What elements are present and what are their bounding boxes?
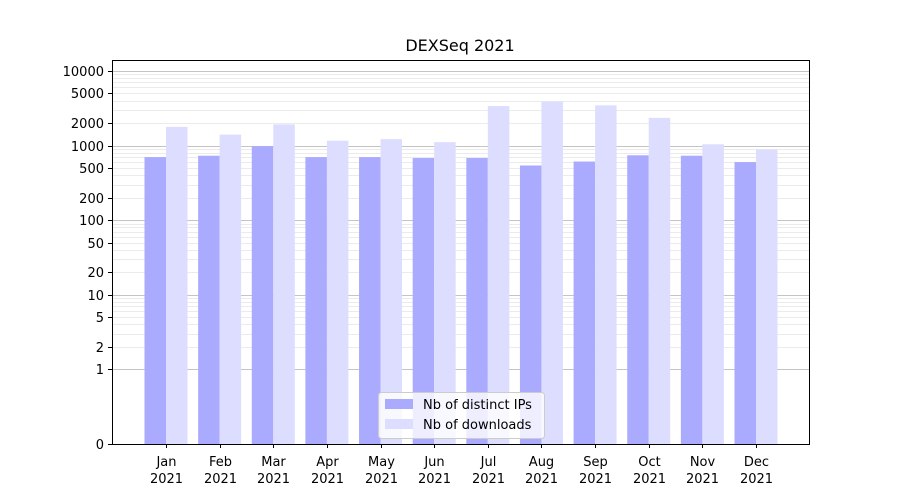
bar-distinct-ips [466,158,488,444]
bar-distinct-ips [251,146,274,445]
bar-distinct-ips [627,155,649,444]
bar-distinct-ips [734,162,756,445]
x-tick-label-month: Jan [155,455,176,470]
bar-downloads [756,149,778,444]
x-tick-label-month: Sep [583,455,608,470]
bar-downloads [648,117,671,444]
y-tick-label: 100 [79,214,104,229]
bars-layer [144,101,778,445]
x-tick-label-year: 2021 [472,472,505,487]
chart-title: DEXSeq 2021 [405,36,514,55]
x-tick-label-month: Jul [480,455,497,470]
y-tick-label: 5000 [71,87,104,102]
bar-distinct-ips [519,165,542,444]
x-tick-label-year: 2021 [311,472,344,487]
y-tick-label: 200 [79,192,104,207]
x-tick-label-month: Oct [638,455,660,470]
bar-downloads [702,144,724,445]
legend-box [378,392,545,439]
bar-distinct-ips [412,158,435,444]
x-tick-label-year: 2021 [418,472,451,487]
y-tick-label: 10 [87,289,104,304]
y-tick-label: 1 [96,363,104,378]
bar-distinct-ips [573,161,596,444]
x-tick-label-year: 2021 [525,472,558,487]
bar-downloads [434,142,456,444]
x-tick-label-month: Apr [316,455,339,470]
x-tick-label-month: Aug [529,455,554,470]
x-tick-label-month: Dec [744,455,769,470]
bar-downloads [487,106,510,445]
x-tick-label-month: May [368,455,395,470]
x-tick-label-year: 2021 [579,472,612,487]
x-tick-label-month: Nov [690,455,716,470]
legend: Nb of distinct IPs Nb of downloads [378,392,545,439]
y-tick-label: 500 [79,162,104,177]
bar-downloads [219,134,242,444]
x-tick-label-year: 2021 [633,472,666,487]
legend-swatch-distinct-ips [385,399,413,409]
plot-frame [112,60,810,445]
y-tick-label: 20 [87,266,104,281]
y-tick-label: 50 [87,237,104,252]
y-tick-label: 10000 [63,65,104,80]
bar-downloads [326,140,349,444]
legend-label-distinct-ips: Nb of distinct IPs [423,398,532,413]
bar-downloads [166,126,188,444]
bar-downloads [273,124,295,444]
bar-distinct-ips [680,155,703,444]
x-tick-label-year: 2021 [257,472,290,487]
y-tick-label: 0 [96,438,104,453]
bar-distinct-ips [198,155,220,444]
x-tick-label-year: 2021 [686,472,719,487]
x-axis: Jan 2021 Feb 2021 Mar 2021 Apr 2021 May 2021 Jun 20… [150,444,773,487]
x-tick-label-year: 2021 [740,472,773,487]
bar-downloads [380,139,403,444]
y-tick-label: 1000 [71,140,104,155]
bar-downloads [595,105,617,444]
legend-label-downloads: Nb of downloads [423,418,532,433]
y-tick-label: 2000 [71,117,104,132]
x-tick-label-year: 2021 [150,472,183,487]
bar-distinct-ips [359,157,381,444]
x-tick-label-year: 2021 [365,472,398,487]
x-tick-label-year: 2021 [204,472,237,487]
bar-downloads [541,101,563,444]
x-tick-label-month: Feb [209,455,232,470]
y-axis: 0 1 2 5 10 20 50 100 200 500 1000 2000 5000 10000 [63,65,112,453]
y-tick-label: 2 [96,341,104,356]
legend-swatch-downloads [385,419,413,429]
bar-distinct-ips [305,157,327,444]
bar-distinct-ips [144,157,166,444]
y-tick-label: 5 [96,311,104,326]
x-tick-label-month: Jun [423,455,444,470]
x-tick-label-month: Mar [261,455,286,470]
